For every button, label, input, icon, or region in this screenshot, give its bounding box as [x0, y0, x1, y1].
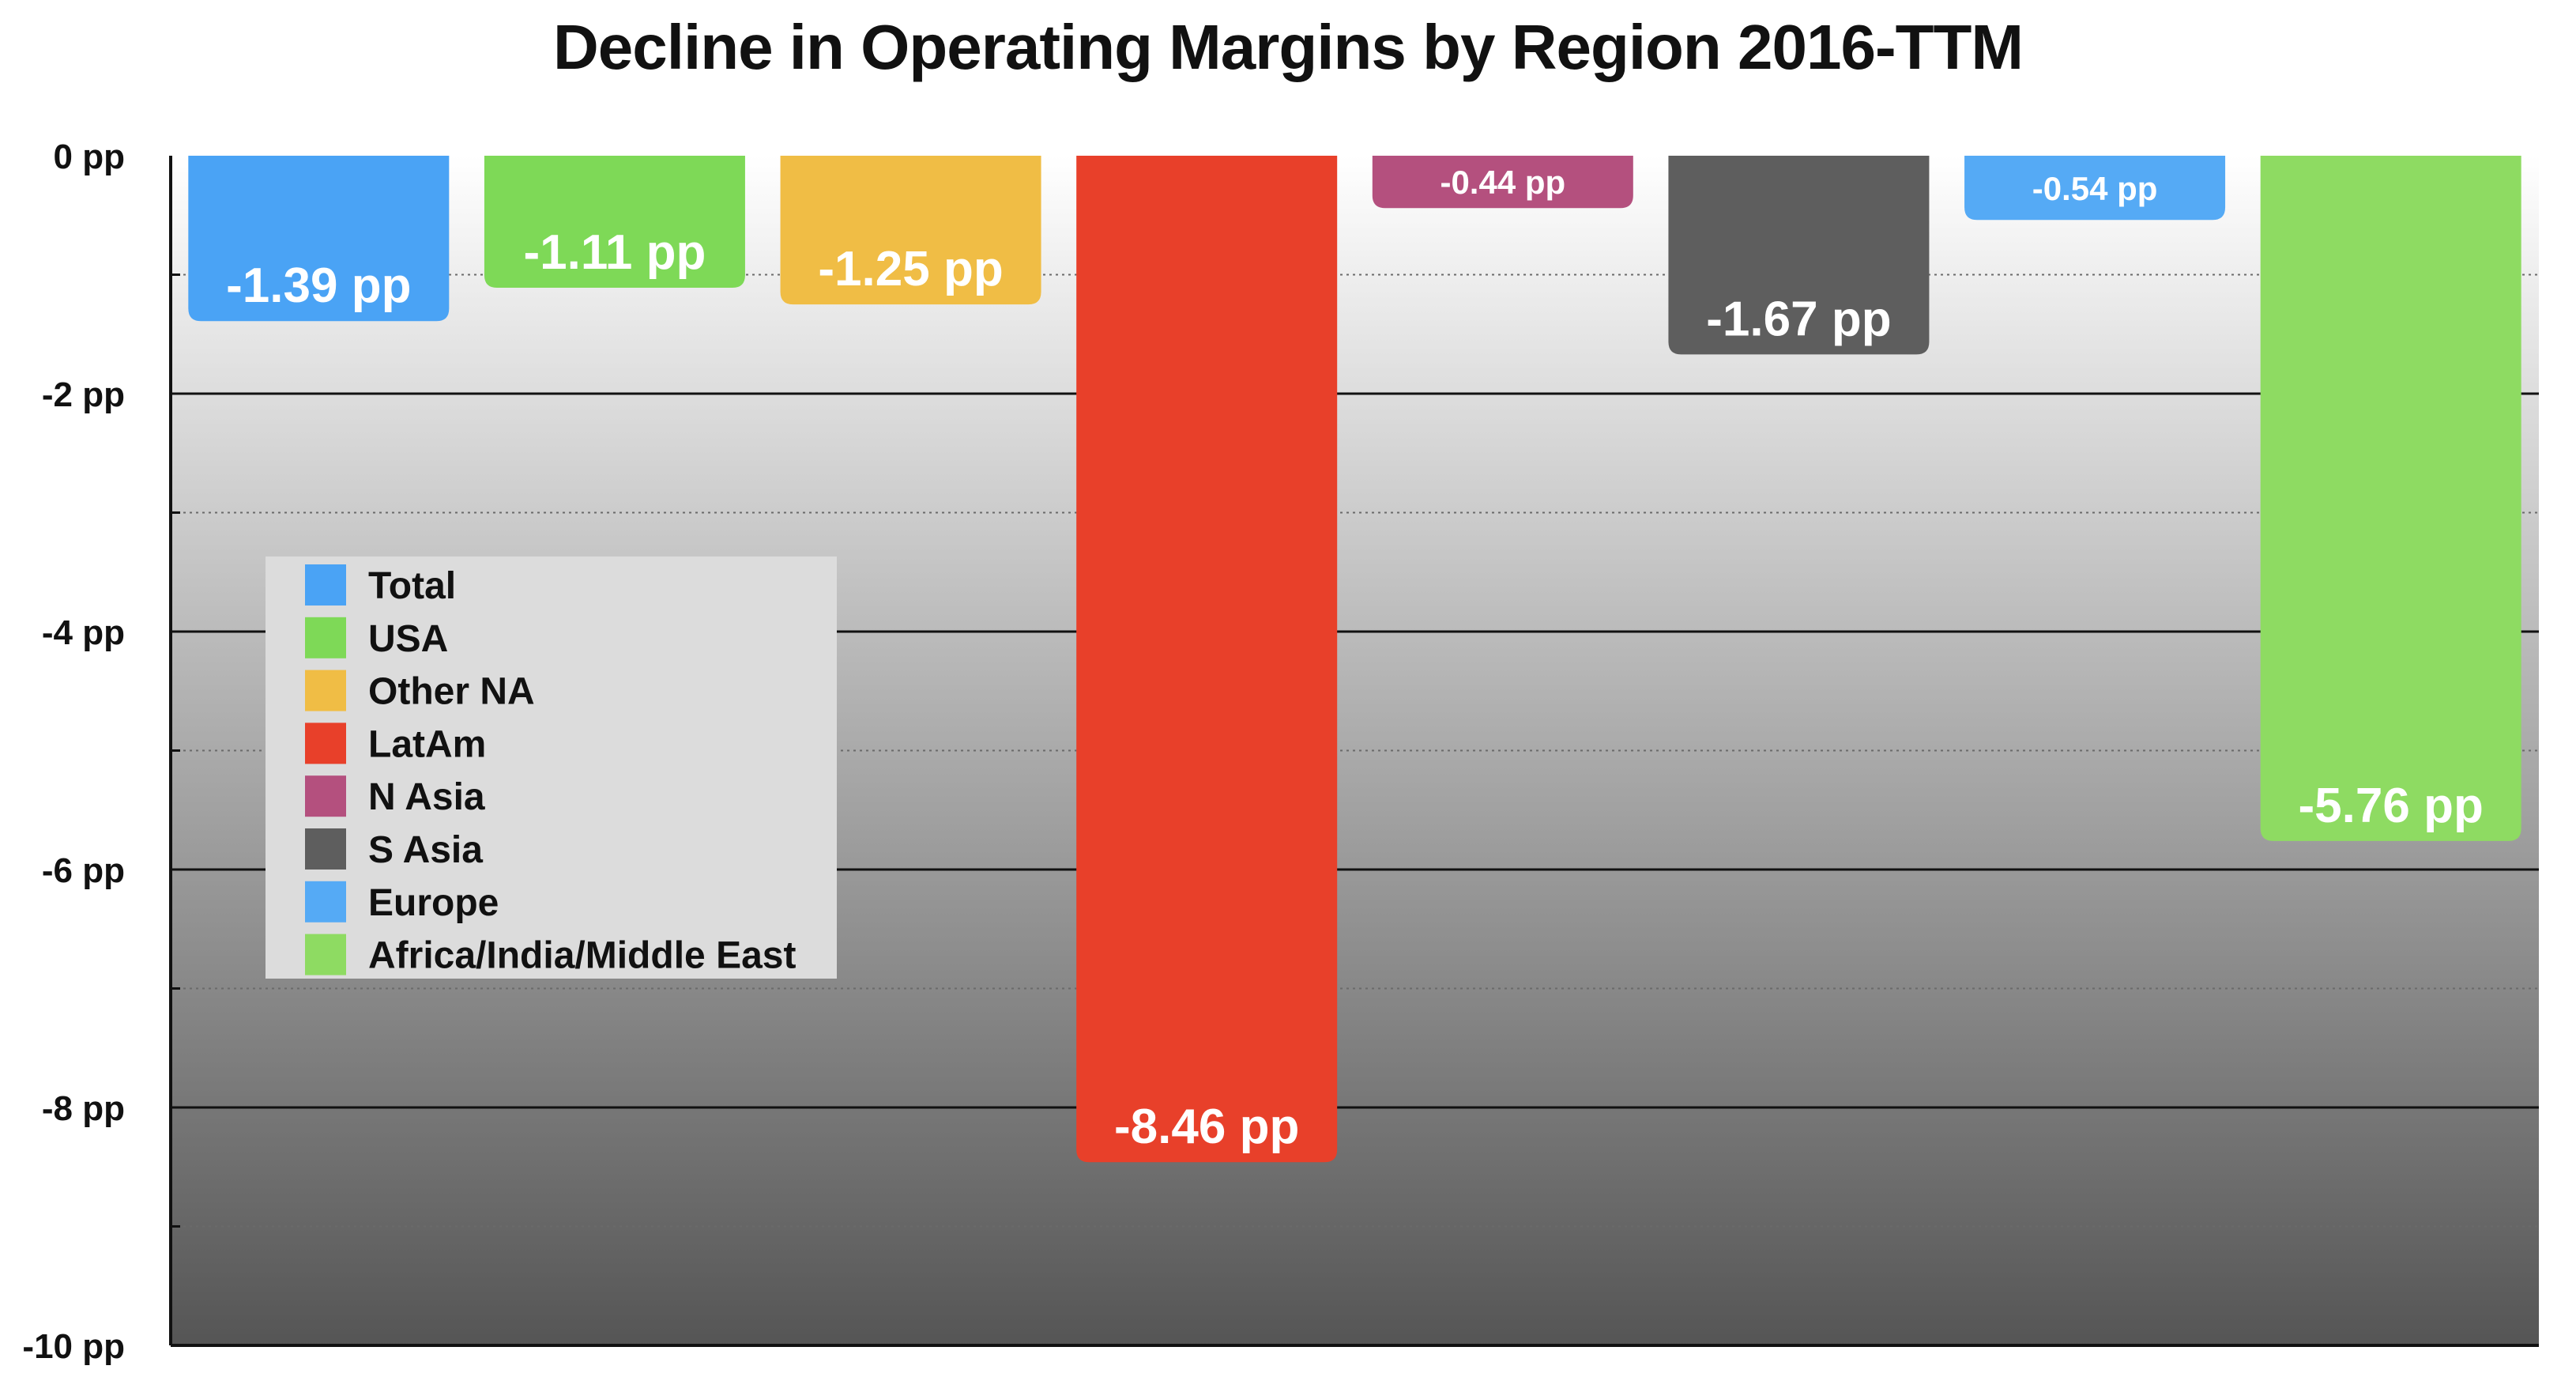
- data-label: -1.11 pp: [524, 225, 706, 280]
- data-label: -8.46 pp: [1114, 1100, 1299, 1154]
- bar-latam: [1076, 156, 1338, 1163]
- data-label: -1.67 pp: [1706, 292, 1891, 346]
- bar-africa-india-middle-east: [2260, 156, 2521, 841]
- data-label: -1.25 pp: [818, 242, 1003, 296]
- legend-label: N Asia: [368, 776, 485, 818]
- legend-label: Other NA: [368, 671, 535, 713]
- data-labels: -1.39 pp -1.11 pp -1.25 pp -8.46 pp -0.44 pp…: [226, 164, 2484, 1154]
- bars: [188, 156, 2521, 1163]
- legend-label: Europe: [368, 882, 499, 924]
- y-tick-label: -4 pp: [42, 613, 125, 652]
- legend: Total USA Other NA LatAm N Asia S Asia Europe A…: [266, 556, 837, 979]
- legend-swatch: [305, 564, 346, 606]
- legend-swatch: [305, 934, 346, 975]
- legend-label: Total: [368, 565, 456, 607]
- legend-label: Africa/India/Middle East: [368, 935, 796, 977]
- y-tick-label: -8 pp: [42, 1089, 125, 1128]
- legend-label: LatAm: [368, 723, 486, 765]
- chart-title: Decline in Operating Margins by Region 2…: [553, 12, 2024, 82]
- y-axis: 0 pp -2 pp -4 pp -6 pp -8 pp -10 pp: [22, 138, 2539, 1366]
- bar-n-asia: [1372, 156, 1633, 209]
- legend-box: [266, 556, 837, 979]
- data-label: -1.39 pp: [226, 258, 411, 313]
- legend-label: S Asia: [368, 829, 483, 871]
- legend-label: USA: [368, 618, 448, 660]
- y-tick-label: -6 pp: [42, 851, 125, 890]
- bar-s-asia: [1668, 156, 1930, 355]
- bar-usa: [484, 156, 745, 289]
- legend-swatch: [305, 828, 346, 870]
- legend-swatch: [305, 617, 346, 658]
- bar-other-na: [780, 156, 1041, 305]
- legend-swatch: [305, 881, 346, 922]
- legend-swatch: [305, 722, 346, 764]
- bar-total: [188, 156, 450, 322]
- bar-europe: [1964, 156, 2226, 221]
- legend-swatch: [305, 670, 346, 711]
- data-label: -5.76 pp: [2299, 779, 2484, 833]
- data-label: -0.44 pp: [1440, 164, 1565, 201]
- data-label: -0.54 pp: [2032, 170, 2158, 207]
- y-tick-label: 0 pp: [54, 138, 125, 176]
- legend-swatch: [305, 775, 346, 817]
- y-tick-label: -10 pp: [22, 1327, 125, 1366]
- y-tick-label: -2 pp: [42, 375, 125, 414]
